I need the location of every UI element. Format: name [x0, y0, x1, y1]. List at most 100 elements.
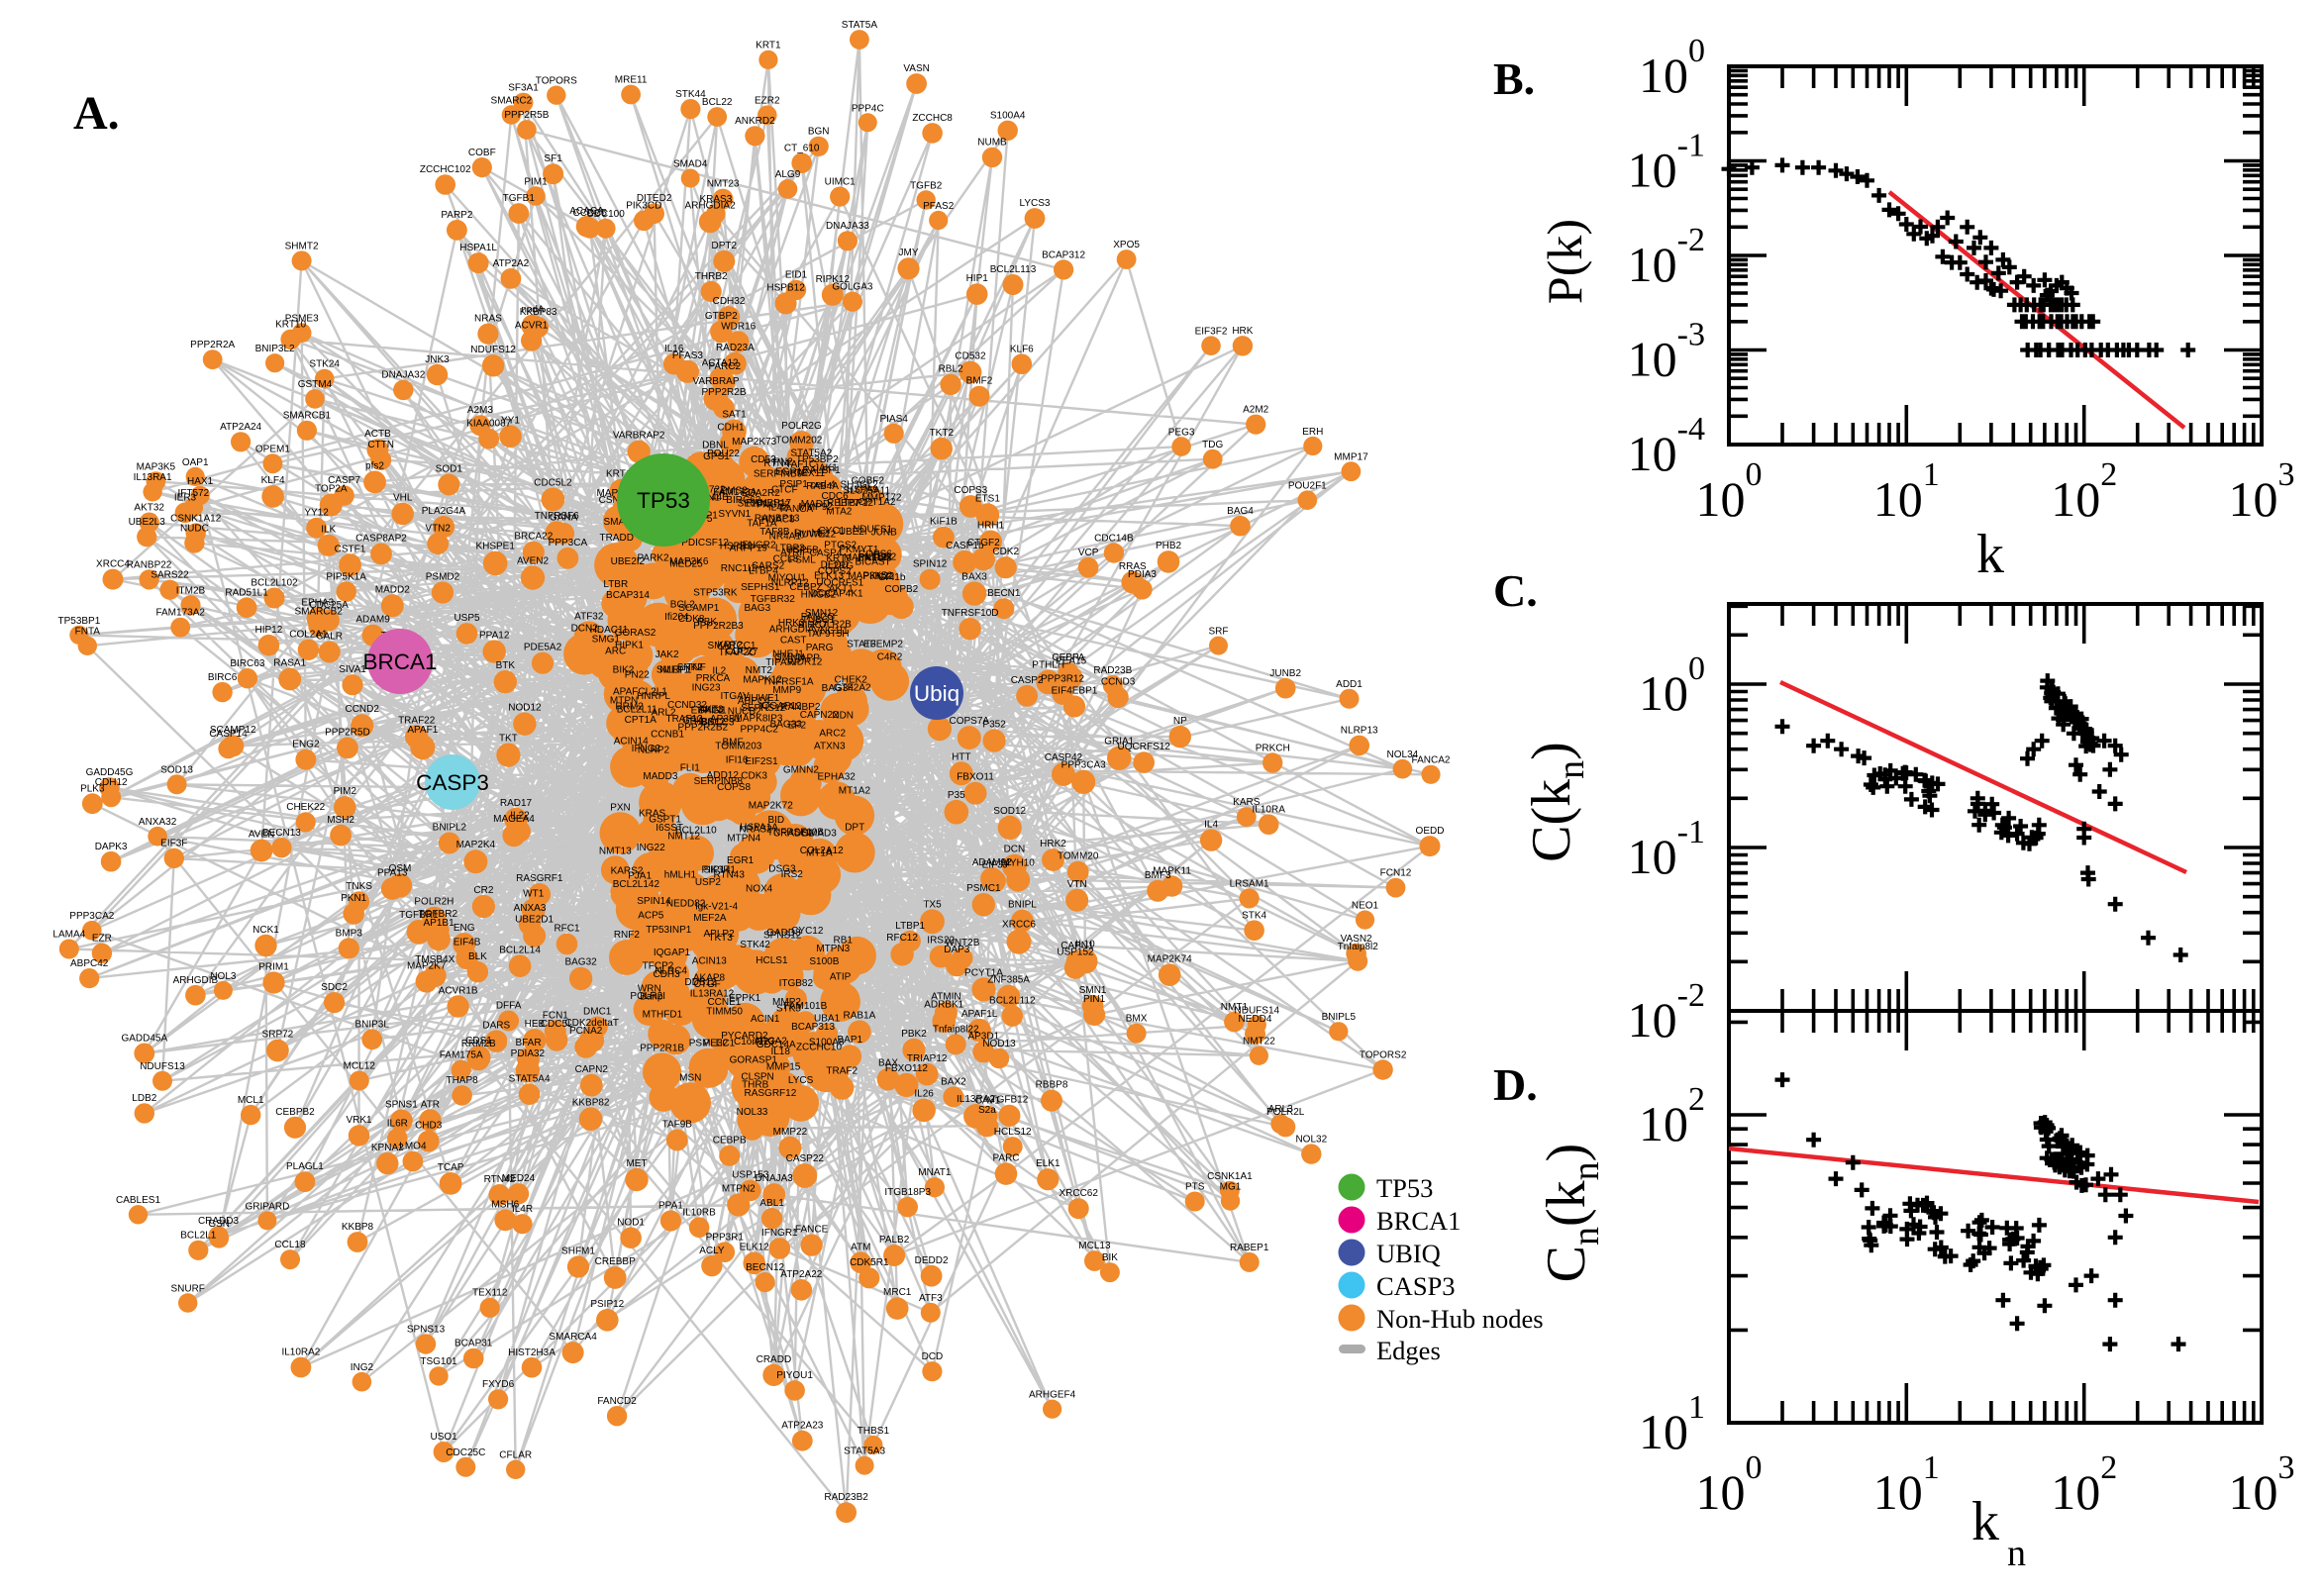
svg-text:CEBPZ: CEBPZ: [789, 582, 822, 593]
svg-text:BCAP31: BCAP31: [454, 1339, 493, 1349]
svg-text:IL10RA2: IL10RA2: [281, 1347, 320, 1358]
svg-text:POU22: POU22: [707, 449, 740, 459]
svg-text:k: k: [1971, 1491, 1999, 1552]
svg-text:IL26: IL26: [914, 1089, 934, 1100]
svg-text:CD53: CD53: [751, 454, 776, 465]
svg-text:RTN43: RTN43: [713, 870, 745, 881]
svg-text:CEBPB: CEBPB: [713, 1136, 747, 1147]
svg-text:CYC1: CYC1: [819, 526, 846, 537]
svg-text:PARC: PARC: [992, 1152, 1019, 1163]
svg-text:MAPK8IP3: MAPK8IP3: [735, 713, 783, 724]
svg-text:HUWE1: HUWE1: [744, 693, 780, 704]
svg-text:CTGF: CTGF: [694, 979, 721, 990]
svg-text:CASP3: CASP3: [1376, 1271, 1456, 1301]
svg-text:UIMC1: UIMC1: [825, 176, 857, 187]
svg-text:ELK13: ELK13: [814, 571, 844, 582]
svg-text:AKAP8: AKAP8: [693, 973, 726, 984]
svg-text:TMSB4X: TMSB4X: [415, 954, 454, 965]
svg-text:TRAF22: TRAF22: [398, 716, 436, 727]
svg-text:RANBP13: RANBP13: [755, 514, 800, 525]
svg-text:COL2A12: COL2A12: [800, 846, 844, 856]
svg-text:RFC1: RFC1: [554, 924, 580, 935]
svg-text:WDR16: WDR16: [721, 321, 756, 332]
svg-text:NEDD82: NEDD82: [666, 899, 706, 910]
svg-text:RB1: RB1: [833, 936, 853, 947]
svg-text:n: n: [2007, 1533, 2026, 1574]
svg-text:ING23: ING23: [692, 682, 721, 693]
svg-text:ARC: ARC: [605, 647, 626, 657]
svg-text:TOMM202: TOMM202: [775, 436, 822, 447]
svg-text:NDUFS14: NDUFS14: [1235, 1005, 1280, 1016]
svg-text:UBE2D1: UBE2D1: [515, 915, 554, 926]
svg-text:NOD1: NOD1: [617, 1217, 645, 1228]
svg-text:KLF4: KLF4: [261, 475, 285, 486]
svg-text:PARP2: PARP2: [441, 210, 472, 221]
svg-text:BIK2: BIK2: [613, 664, 635, 675]
svg-text:ATP2A24: ATP2A24: [220, 422, 261, 433]
svg-text:CREBBP: CREBBP: [595, 1256, 636, 1267]
svg-text:PPP2R2B2: PPP2R2B2: [678, 723, 729, 734]
svg-text:APAF1: APAF1: [407, 725, 438, 736]
svg-text:MCL1: MCL1: [238, 1095, 264, 1106]
svg-text:C4R2: C4R2: [877, 651, 903, 662]
svg-text:PLA2G4A: PLA2G4A: [422, 506, 466, 517]
svg-text:TX5: TX5: [923, 899, 942, 910]
svg-text:SARS22: SARS22: [151, 570, 189, 581]
svg-text:MAP3K5: MAP3K5: [137, 461, 176, 472]
svg-text:CAST: CAST: [780, 636, 807, 647]
svg-text:S100A8: S100A8: [809, 1038, 845, 1048]
svg-text:BGN: BGN: [808, 127, 830, 138]
svg-text:BAG34: BAG34: [822, 683, 855, 694]
svg-text:KRAS3: KRAS3: [700, 194, 733, 205]
svg-text:CAPN22: CAPN22: [800, 710, 839, 721]
svg-text:BAG3: BAG3: [744, 603, 770, 614]
svg-text:RANBP22: RANBP22: [127, 559, 172, 570]
svg-text:ACIN13: ACIN13: [692, 955, 727, 966]
svg-text:HRH1: HRH1: [977, 521, 1005, 532]
svg-text:GANA: GANA: [550, 513, 578, 524]
svg-text:SERPINB8: SERPINB8: [694, 776, 744, 787]
svg-text:KKBP82: KKBP82: [572, 1097, 610, 1108]
svg-text:ELK1: ELK1: [1036, 1158, 1060, 1169]
svg-text:UBIQ: UBIQ: [1376, 1239, 1441, 1268]
svg-text:ARL2: ARL2: [652, 708, 676, 719]
svg-text:FXYD6: FXYD6: [482, 1379, 515, 1390]
svg-text:ALG9: ALG9: [775, 169, 801, 180]
svg-text:TNF: TNF: [686, 662, 705, 673]
svg-text:MG1: MG1: [1220, 1181, 1242, 1192]
svg-text:CR2: CR2: [473, 885, 493, 896]
svg-text:IL10RA: IL10RA: [1253, 804, 1286, 815]
svg-text:SH3GL2: SH3GL2: [841, 480, 879, 491]
svg-text:EPPK1: EPPK1: [729, 993, 761, 1004]
svg-text:CDH1: CDH1: [717, 423, 745, 434]
svg-text:PDIA32: PDIA32: [511, 1048, 546, 1059]
svg-text:RIPK12: RIPK12: [816, 274, 851, 285]
svg-text:HIPK1: HIPK1: [615, 641, 644, 651]
svg-text:CDK2: CDK2: [992, 547, 1019, 557]
svg-text:CDC6: CDC6: [821, 491, 849, 502]
svg-text:TAF8B: TAF8B: [759, 527, 790, 538]
svg-text:LTBP3: LTBP3: [775, 543, 805, 553]
svg-text:BECN1: BECN1: [987, 588, 1021, 599]
svg-text:STK4: STK4: [1242, 910, 1266, 921]
svg-text:JAK2: JAK2: [656, 649, 679, 660]
svg-text:BCAP314: BCAP314: [606, 590, 650, 601]
svg-text:BRCA1: BRCA1: [362, 649, 437, 674]
svg-text:CASP14: CASP14: [209, 729, 248, 740]
svg-text:ILK: ILK: [321, 525, 336, 536]
svg-text:UBE2L3: UBE2L3: [129, 517, 166, 528]
svg-text:CPT1A2: CPT1A2: [858, 497, 896, 508]
svg-text:THBS12: THBS12: [688, 717, 726, 728]
svg-text:FANCE: FANCE: [795, 1224, 829, 1235]
svg-text:POLR2H: POLR2H: [414, 897, 454, 908]
svg-text:ACIN14: ACIN14: [614, 736, 649, 747]
svg-text:CASP7: CASP7: [328, 475, 360, 486]
svg-text:CYC12: CYC12: [791, 926, 824, 937]
svg-text:SAT1: SAT1: [722, 410, 747, 421]
svg-text:IQGAP1: IQGAP1: [654, 948, 691, 958]
svg-text:TRAF12: TRAF12: [665, 714, 703, 725]
svg-text:HTT: HTT: [952, 751, 970, 762]
svg-text:EIF4G2: EIF4G2: [691, 706, 726, 717]
svg-text:PFAS2: PFAS2: [923, 201, 955, 212]
svg-text:KRT1: KRT1: [756, 41, 781, 51]
